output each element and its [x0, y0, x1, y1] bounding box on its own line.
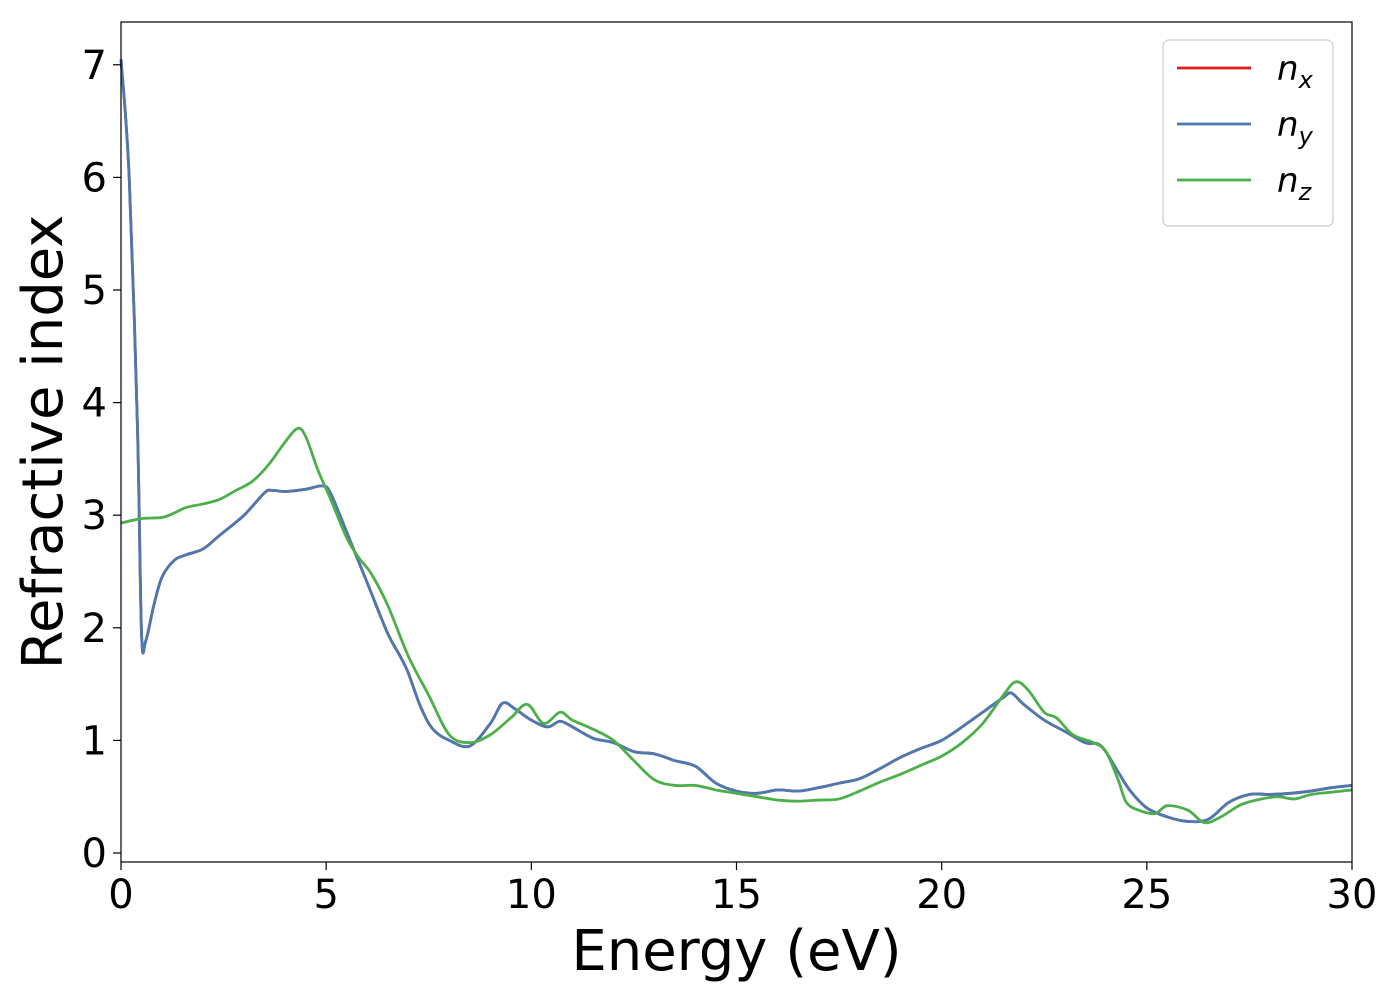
x-tick-label: 5 [313, 872, 338, 918]
x-tick-label: 30 [1327, 872, 1378, 918]
y-axis-label: Refractive index [11, 215, 76, 670]
x-tick-label: 0 [108, 872, 133, 918]
y-tick-label: 4 [82, 381, 107, 427]
x-axis-ticks: 0 5 10 15 20 25 30 [108, 862, 1377, 918]
x-tick-label: 20 [916, 872, 967, 918]
x-tick-label: 25 [1121, 872, 1172, 918]
y-tick-label: 0 [82, 831, 107, 877]
y-tick-label: 6 [82, 155, 107, 201]
y-tick-label: 2 [82, 606, 107, 652]
x-tick-label: 10 [506, 872, 557, 918]
y-tick-label: 1 [82, 718, 107, 764]
y-axis-ticks: 0 1 2 3 4 5 6 7 [82, 43, 121, 877]
x-axis-label: Energy (eV) [571, 919, 901, 984]
y-tick-label: 5 [82, 268, 107, 314]
y-tick-label: 3 [82, 493, 107, 539]
series-layer [119, 59, 1353, 825]
y-tick-label: 7 [82, 43, 107, 89]
series-line-nz [120, 426, 1353, 825]
x-tick-label: 15 [711, 872, 762, 918]
